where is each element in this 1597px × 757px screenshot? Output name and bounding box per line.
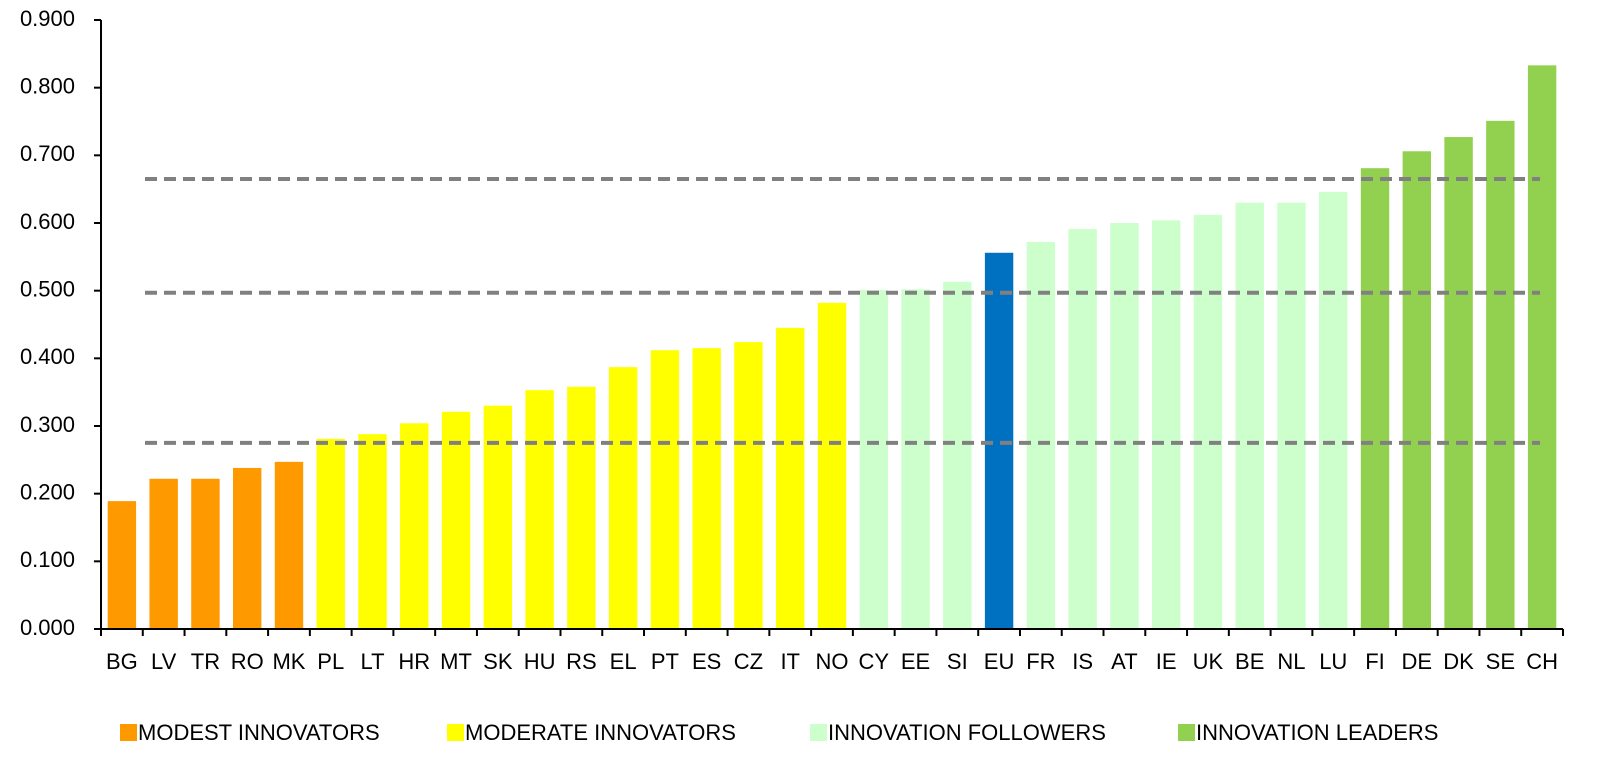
bar [1193,214,1223,629]
bar [107,501,137,629]
legend-swatch [810,724,827,741]
x-tick-label: IS [1072,649,1093,674]
bar [859,289,888,629]
bar [817,302,847,629]
x-tick-label: MK [272,649,305,674]
bar [1026,241,1056,630]
bar [1527,65,1557,629]
x-tick-label: HU [524,649,556,674]
legend-label: MODERATE INNOVATORS [465,720,736,745]
x-tick-label: CH [1526,649,1558,674]
bar [525,390,554,629]
bar [358,434,387,629]
x-tick-label: EU [984,649,1015,674]
bar [483,405,513,629]
bar [1360,168,1390,629]
x-tick-label: RO [231,649,264,674]
bar [1110,223,1139,629]
x-tick-label: AT [1111,649,1137,674]
x-tick-label: SK [483,649,513,674]
bar [1444,137,1473,629]
y-tick-label: 0.400 [20,344,75,369]
x-tick-label: ES [692,649,721,674]
bar [692,348,721,629]
legend-label: INNOVATION FOLLOWERS [828,720,1106,745]
bar [776,327,805,629]
bar [567,386,596,629]
x-tick-label: HR [398,649,430,674]
x-tick-label: LV [151,649,177,674]
x-tick-label: SE [1486,649,1515,674]
x-tick-label: LU [1319,649,1347,674]
bar [441,411,471,629]
y-tick-label: 0.800 [20,73,75,98]
x-tick-label: BG [106,649,138,674]
bar [1235,202,1264,629]
bar [400,423,429,629]
y-tick-label: 0.300 [20,412,75,437]
x-tick-label: NL [1277,649,1305,674]
bar [232,467,262,629]
bar [1068,229,1097,629]
bar [1486,120,1515,629]
bar [1277,202,1306,629]
x-tick-label: FI [1365,649,1385,674]
x-tick-label: IE [1156,649,1177,674]
x-tick-label: IT [780,649,800,674]
bar [191,478,220,629]
legend-label: MODEST INNOVATORS [138,720,380,745]
bar [984,252,1014,630]
x-tick-label: BE [1235,649,1264,674]
bar [274,461,304,629]
y-tick-label: 0.500 [20,276,75,301]
x-tick-label: CY [858,649,889,674]
x-tick-label: RS [566,649,597,674]
x-tick-label: DK [1443,649,1474,674]
x-tick-label: LT [360,649,384,674]
legend-swatch [120,724,137,741]
bar [149,478,178,629]
x-tick-label: MT [440,649,472,674]
y-tick-label: 0.100 [20,547,75,572]
legend-swatch [1178,724,1195,741]
x-tick-label: CZ [734,649,763,674]
bar [734,342,763,629]
x-tick-label: DE [1402,649,1433,674]
y-tick-label: 0.700 [20,141,75,166]
y-tick-label: 0.000 [20,615,75,640]
bar [1151,220,1181,629]
x-tick-label: NO [816,649,849,674]
x-tick-label: EL [610,649,637,674]
y-tick-label: 0.200 [20,479,75,504]
y-tick-label: 0.900 [20,6,75,31]
bar [316,438,345,629]
x-tick-label: UK [1193,649,1224,674]
x-tick-label: SI [947,649,968,674]
x-tick-label: TR [191,649,220,674]
bar [901,289,930,629]
bar [650,350,680,629]
bar [1319,191,1348,629]
x-tick-label: PT [651,649,679,674]
bar [943,281,972,629]
x-tick-label: PL [317,649,344,674]
x-tick-label: EE [901,649,930,674]
bar [608,367,638,629]
x-tick-label: FR [1026,649,1055,674]
bar [1402,151,1432,630]
legend-swatch [447,724,464,741]
y-tick-label: 0.600 [20,209,75,234]
legend-label: INNOVATION LEADERS [1196,720,1438,745]
